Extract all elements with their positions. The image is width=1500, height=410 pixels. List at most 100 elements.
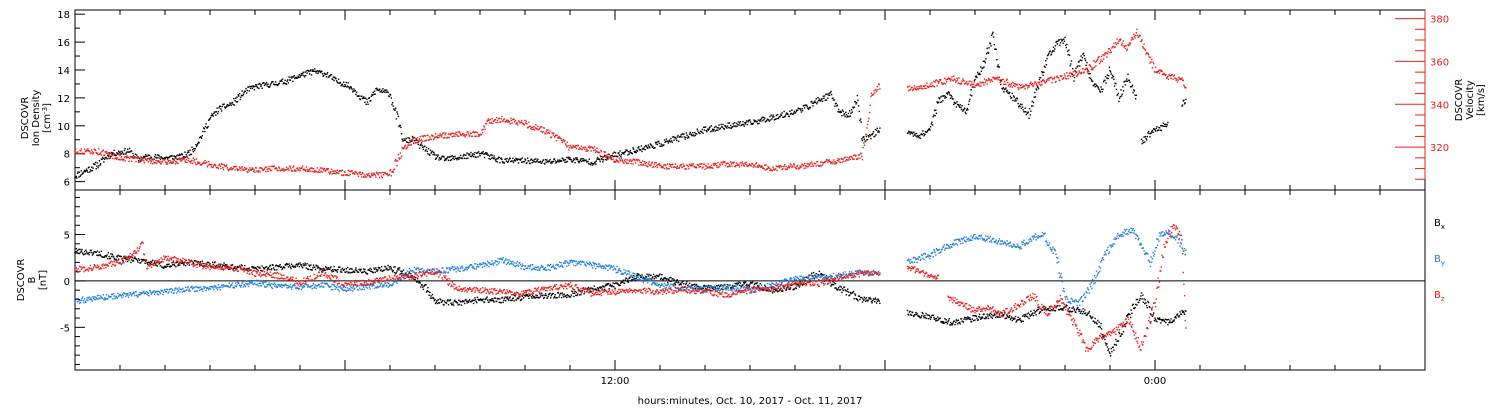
velocity-point bbox=[116, 157, 119, 159]
density-point bbox=[321, 73, 324, 75]
bx-point bbox=[268, 268, 270, 271]
velocity-point bbox=[227, 169, 229, 171]
density-point bbox=[818, 100, 820, 102]
velocity-point bbox=[95, 151, 97, 154]
density-point bbox=[120, 153, 122, 155]
velocity-point bbox=[731, 165, 733, 167]
density-point bbox=[505, 158, 507, 160]
bx-point bbox=[132, 259, 135, 262]
bx-point bbox=[373, 267, 375, 269]
density-point bbox=[753, 120, 756, 123]
density-point bbox=[868, 136, 870, 138]
density-point bbox=[496, 161, 499, 163]
density-point bbox=[665, 140, 667, 143]
density-point bbox=[841, 109, 844, 111]
density-point bbox=[938, 97, 940, 99]
density-point bbox=[622, 152, 625, 154]
density-point bbox=[1055, 40, 1058, 43]
bx-point bbox=[947, 319, 950, 322]
velocity-point bbox=[99, 153, 101, 155]
bx-point bbox=[470, 300, 473, 302]
velocity-point bbox=[950, 78, 952, 80]
density-point bbox=[631, 153, 634, 155]
velocity-point bbox=[1178, 76, 1180, 78]
bx-point bbox=[300, 264, 302, 266]
velocity-point bbox=[989, 79, 991, 81]
density-point bbox=[761, 116, 763, 118]
density-point bbox=[276, 84, 278, 86]
bx-point bbox=[766, 290, 769, 292]
velocity-point bbox=[553, 136, 556, 138]
velocity-point bbox=[1106, 56, 1108, 58]
velocity-point bbox=[834, 161, 837, 163]
bx-point bbox=[945, 319, 947, 321]
bx-point bbox=[910, 313, 912, 316]
bx-point bbox=[1016, 320, 1018, 322]
density-point bbox=[602, 159, 605, 161]
density-point bbox=[514, 159, 516, 161]
bx-point bbox=[355, 269, 358, 271]
velocity-point bbox=[1144, 48, 1146, 50]
density-point bbox=[125, 153, 127, 155]
bx-point bbox=[461, 300, 463, 303]
bx-point bbox=[290, 267, 292, 270]
bx-point bbox=[959, 323, 961, 325]
density-point bbox=[312, 69, 314, 71]
velocity-point bbox=[181, 160, 183, 162]
velocity-point bbox=[264, 166, 266, 169]
bx-point bbox=[578, 294, 581, 296]
bx-point bbox=[717, 287, 719, 290]
velocity-point bbox=[338, 170, 340, 173]
density-point bbox=[121, 150, 123, 152]
density-point bbox=[1072, 68, 1074, 70]
velocity-point bbox=[740, 162, 742, 164]
bx-point bbox=[476, 301, 478, 304]
bx-point bbox=[98, 254, 100, 256]
bx-point bbox=[350, 267, 352, 270]
velocity-point bbox=[1157, 70, 1159, 72]
velocity-point bbox=[1084, 68, 1086, 71]
bx-point bbox=[998, 313, 1001, 315]
density-point bbox=[988, 47, 990, 49]
bx-point bbox=[717, 284, 720, 287]
velocity-point bbox=[524, 119, 526, 122]
velocity-point bbox=[359, 173, 361, 175]
density-point bbox=[696, 128, 698, 130]
velocity-point bbox=[1013, 82, 1015, 85]
velocity-point bbox=[944, 83, 947, 85]
density-point bbox=[1079, 65, 1081, 67]
density-point bbox=[197, 143, 199, 145]
density-point bbox=[760, 118, 763, 120]
density-point bbox=[1154, 130, 1157, 132]
density-point bbox=[758, 120, 761, 122]
density-point bbox=[1111, 77, 1113, 79]
velocity-point bbox=[872, 93, 875, 95]
density-point bbox=[526, 157, 529, 159]
velocity-point bbox=[398, 157, 400, 159]
bx-point bbox=[731, 286, 733, 288]
velocity-point bbox=[831, 161, 833, 163]
velocity-point bbox=[323, 167, 326, 170]
density-point bbox=[463, 153, 465, 156]
density-point bbox=[946, 93, 949, 95]
density-point bbox=[524, 158, 526, 160]
bx-point bbox=[163, 265, 166, 268]
velocity-point bbox=[1137, 36, 1139, 39]
bx-point bbox=[609, 283, 612, 286]
bx-point bbox=[389, 265, 392, 268]
density-point bbox=[218, 107, 220, 109]
bx-point bbox=[631, 279, 633, 281]
density-point bbox=[1116, 94, 1118, 97]
bx-point bbox=[535, 294, 537, 296]
density-point bbox=[482, 151, 484, 153]
velocity-point bbox=[152, 158, 155, 161]
density-point bbox=[789, 113, 792, 115]
velocity-point bbox=[658, 163, 660, 166]
bx-point bbox=[738, 281, 740, 283]
bx-point bbox=[981, 316, 983, 318]
bx-point bbox=[393, 266, 395, 268]
bx-point bbox=[660, 277, 662, 280]
density-point bbox=[1063, 40, 1066, 42]
velocity-point bbox=[953, 75, 955, 77]
density-point bbox=[349, 87, 351, 89]
